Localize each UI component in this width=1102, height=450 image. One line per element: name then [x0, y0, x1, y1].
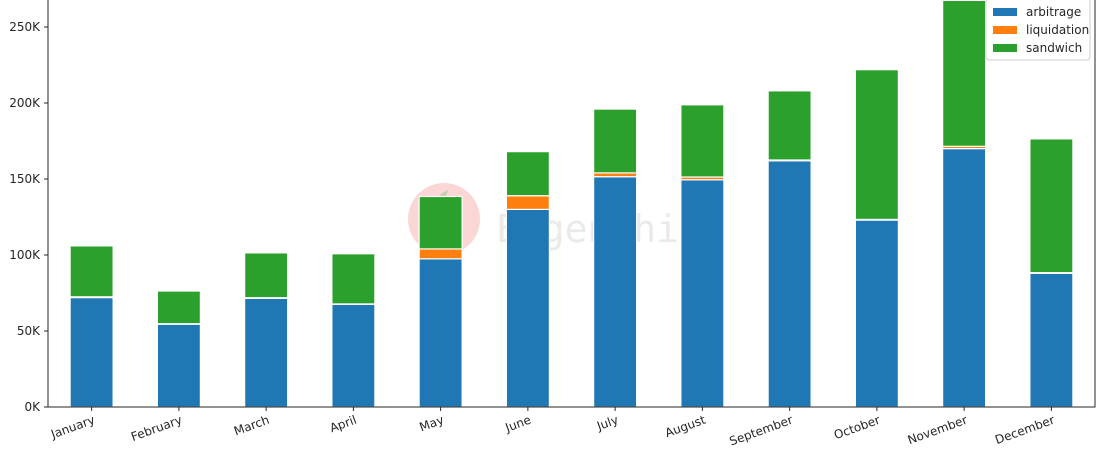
x-tick-label-october: October	[832, 413, 882, 443]
x-tick-label-june: June	[503, 413, 533, 435]
x-tick-label-may: May	[418, 413, 446, 435]
bar-sandwich-december	[1029, 138, 1074, 274]
bar-arbitrage-july	[593, 176, 638, 408]
bar-sandwich-may	[418, 195, 463, 250]
legend-swatch-liquidation	[993, 26, 1017, 34]
bar-sandwich-september	[767, 90, 812, 161]
legend-label-sandwich: sandwich	[1026, 41, 1082, 55]
bar-sandwich-november	[942, 0, 987, 147]
x-tick-label-february: February	[129, 413, 184, 444]
legend-swatch-arbitrage	[993, 8, 1017, 16]
legend: typearbitrageliquidationsandwich	[985, 0, 1091, 61]
legend-label-liquidation: liquidation	[1026, 23, 1089, 37]
y-tick-label: 250K	[9, 20, 41, 34]
bar-liquidation-may	[418, 248, 463, 260]
legend-swatch-sandwich	[993, 44, 1017, 52]
bar-arbitrage-november	[942, 148, 987, 408]
bar-sandwich-july	[593, 108, 638, 174]
legend-label-arbitrage: arbitrage	[1026, 5, 1081, 19]
y-tick-label: 150K	[9, 172, 41, 186]
bar-arbitrage-february	[156, 323, 201, 408]
x-tick-label-november: November	[906, 413, 970, 448]
bar-arbitrage-april	[331, 303, 376, 408]
y-tick-label: 200K	[9, 96, 41, 110]
bar-sandwich-february	[156, 290, 201, 325]
bar-arbitrage-may	[418, 258, 463, 408]
x-axis: January February March April May June July Augu…	[48, 407, 1056, 449]
x-tick-label-april: April	[328, 413, 359, 436]
bar-arbitrage-september	[767, 160, 812, 408]
x-tick-label-december: December	[993, 413, 1056, 447]
bar-arbitrage-january	[69, 296, 114, 408]
x-tick-label-september: September	[728, 413, 795, 449]
bars-layer	[69, 0, 1074, 408]
bar-sandwich-october	[854, 69, 899, 221]
x-tick-label-july: July	[594, 413, 620, 434]
y-axis: 0K 50K 100K 150K 200K 250K	[9, 20, 48, 414]
x-tick-label-march: March	[232, 413, 271, 439]
bar-arbitrage-june	[505, 208, 550, 408]
bar-arbitrage-october	[854, 219, 899, 408]
x-tick-label-january: January	[48, 413, 96, 442]
plot-frame	[47, 0, 1096, 408]
bar-liquidation-june	[505, 195, 550, 211]
bar-arbitrage-march	[244, 297, 289, 408]
bar-sandwich-march	[244, 252, 289, 299]
bar-arbitrage-august	[680, 179, 725, 408]
bar-sandwich-august	[680, 104, 725, 178]
y-tick-label: 100K	[9, 248, 41, 262]
bar-sandwich-june	[505, 151, 550, 197]
bar-sandwich-april	[331, 253, 376, 305]
y-tick-label: 50K	[17, 324, 41, 338]
x-tick-label-august: August	[663, 413, 708, 441]
y-tick-label: 0K	[24, 400, 41, 414]
bar-sandwich-january	[69, 245, 114, 298]
bar-arbitrage-december	[1029, 272, 1074, 408]
